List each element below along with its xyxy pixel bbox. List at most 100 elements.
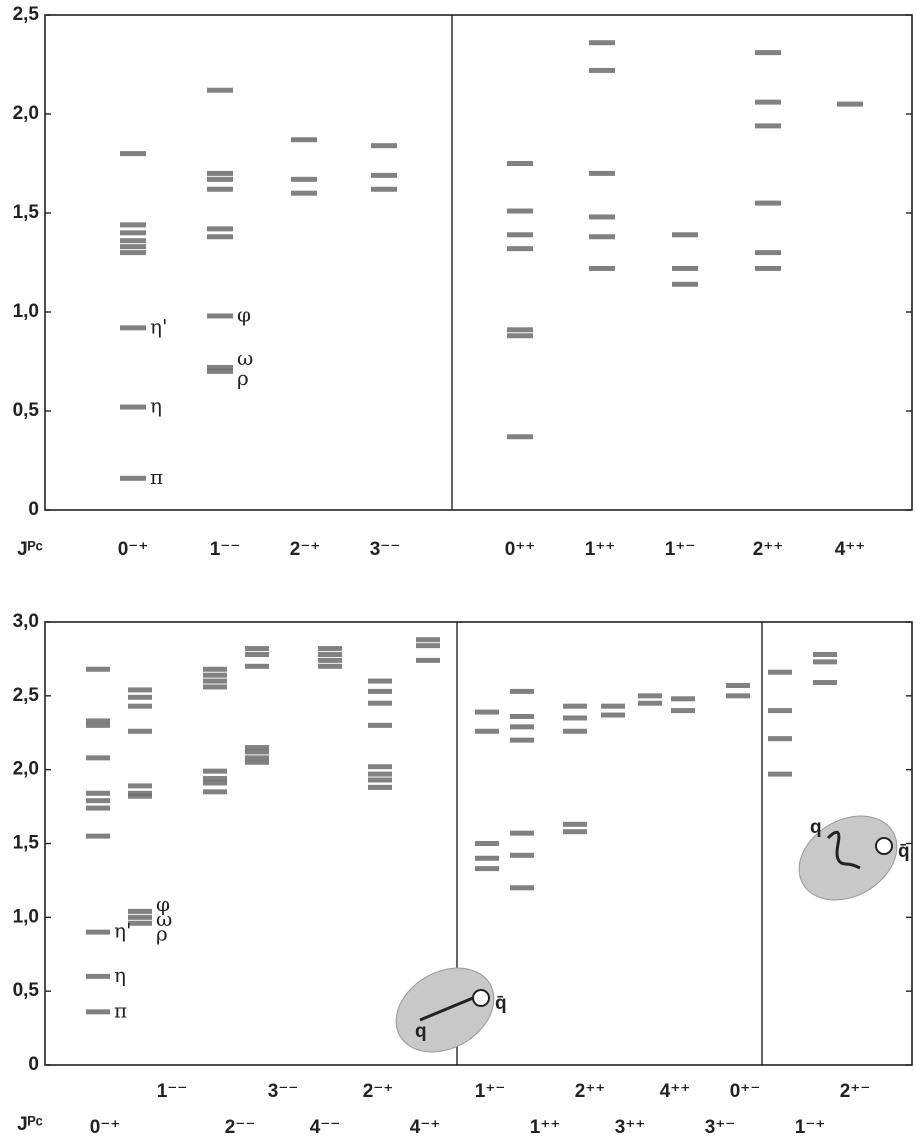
level: [416, 637, 440, 642]
level: [726, 693, 750, 698]
level: [507, 246, 533, 251]
level: [128, 729, 152, 734]
level: [589, 68, 615, 73]
level: [368, 785, 392, 790]
level: [120, 222, 146, 227]
level: [207, 234, 233, 239]
level: [589, 171, 615, 176]
level: [672, 232, 698, 237]
level: [507, 209, 533, 214]
category-label: 1⁺⁺: [585, 539, 616, 560]
category-label: 3⁻⁻: [370, 539, 401, 560]
level: [203, 769, 227, 774]
level: [291, 177, 317, 182]
category-label: 0⁺⁺: [505, 539, 536, 560]
level: [128, 794, 152, 799]
y-tick-label: 2,5: [13, 685, 40, 706]
level: [475, 710, 499, 715]
level: [207, 177, 233, 182]
category-label: 4⁻⁻: [310, 1117, 341, 1138]
level: [291, 137, 317, 142]
level: [510, 724, 534, 729]
y-tick-label: 2,0: [13, 103, 39, 124]
category-label: 2⁻⁺: [363, 1081, 394, 1102]
plot-frame: [45, 15, 912, 510]
level: [245, 652, 269, 657]
level-annotation: η': [150, 314, 167, 338]
level: [86, 667, 110, 672]
level: [203, 776, 227, 781]
inset-label: q̄: [495, 993, 507, 1014]
level: [120, 244, 146, 249]
level: [510, 885, 534, 890]
x-axis-label: Jᴾᶜ: [17, 1114, 43, 1135]
level: [86, 930, 110, 935]
level: [86, 723, 110, 728]
level: [120, 325, 146, 330]
category-label: 0⁻⁺: [90, 1117, 121, 1138]
level: [755, 201, 781, 206]
level: [120, 151, 146, 156]
y-tick-label: 0,5: [13, 980, 40, 1001]
level: [291, 191, 317, 196]
y-tick-label: 1,5: [13, 833, 40, 854]
level: [203, 667, 227, 672]
level: [207, 171, 233, 176]
level: [563, 704, 587, 709]
level: [128, 909, 152, 914]
level: [120, 250, 146, 255]
level: [203, 673, 227, 678]
category-label: 2⁻⁻: [225, 1117, 256, 1138]
level: [207, 88, 233, 93]
level: [245, 749, 269, 754]
level: [120, 405, 146, 410]
level: [563, 715, 587, 720]
inset-label: q̄: [898, 841, 910, 862]
level: [563, 729, 587, 734]
level: [589, 40, 615, 45]
category-label: 1⁺⁻: [665, 539, 696, 560]
level: [510, 738, 534, 743]
y-tick-label: 0,5: [13, 400, 40, 421]
level: [601, 704, 625, 709]
level: [368, 764, 392, 769]
level: [120, 238, 146, 243]
category-label: 4⁻⁺: [410, 1117, 441, 1138]
level: [813, 680, 837, 685]
inset-blob: [784, 799, 912, 917]
level: [245, 664, 269, 669]
category-label: 4⁺⁺: [835, 539, 866, 560]
level: [507, 333, 533, 338]
category-label: 0⁻⁺: [118, 539, 149, 560]
y-tick-label: 0: [28, 1054, 39, 1075]
level-annotation: π: [150, 465, 163, 489]
level: [318, 652, 342, 657]
level: [507, 232, 533, 237]
level-annotation: η: [114, 963, 126, 987]
level: [207, 187, 233, 192]
level: [755, 266, 781, 271]
level: [416, 643, 440, 648]
level: [768, 736, 792, 741]
level: [507, 434, 533, 439]
level: [601, 713, 625, 718]
level: [475, 866, 499, 871]
level: [755, 100, 781, 105]
level: [203, 679, 227, 684]
level: [128, 704, 152, 709]
level: [86, 974, 110, 979]
level-annotation: π: [114, 998, 127, 1022]
level-annotation: η: [150, 394, 162, 418]
level: [671, 696, 695, 701]
category-label: 2⁺⁺: [753, 539, 784, 560]
category-label: 1⁻⁻: [210, 539, 241, 560]
level: [368, 701, 392, 706]
level: [755, 50, 781, 55]
category-label: 4⁺⁺: [660, 1081, 691, 1102]
level: [510, 853, 534, 858]
level: [837, 102, 863, 107]
level: [755, 123, 781, 128]
level: [86, 806, 110, 811]
level: [245, 760, 269, 765]
level: [563, 829, 587, 834]
